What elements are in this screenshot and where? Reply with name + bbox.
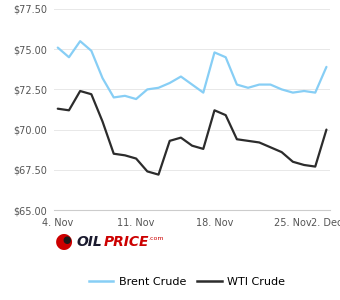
Text: ●: ●: [54, 232, 73, 251]
Text: PRICE: PRICE: [104, 235, 149, 248]
Text: OIL: OIL: [76, 235, 102, 248]
Legend: Brent Crude, WTI Crude: Brent Crude, WTI Crude: [84, 273, 290, 291]
Text: ●: ●: [63, 235, 71, 245]
Text: .com: .com: [148, 236, 164, 241]
